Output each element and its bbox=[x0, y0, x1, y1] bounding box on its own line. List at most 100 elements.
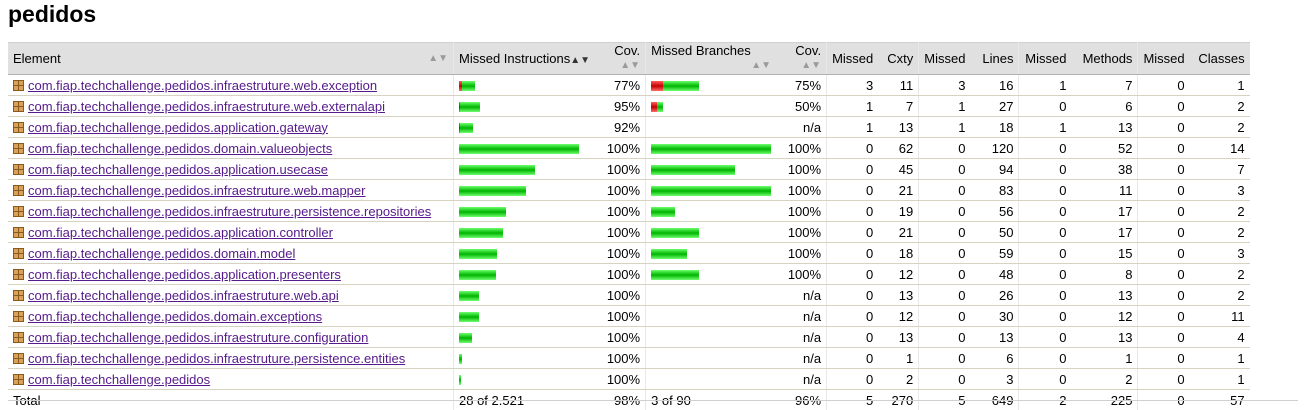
classes-cell: 1 bbox=[1189, 347, 1250, 369]
package-link[interactable]: com.fiap.techchallenge.pedidos.applicati… bbox=[28, 119, 328, 135]
coverage-table: Element ▲▼ Missed Instructions▲▼ Cov. ▲▼… bbox=[8, 42, 1250, 410]
classes-cell: 2 bbox=[1189, 200, 1250, 222]
methods-cell: 17 bbox=[1071, 221, 1139, 243]
table-row: com.fiap.techchallenge.pedidos.domain.mo… bbox=[8, 242, 1250, 264]
cxty-cell: 21 bbox=[878, 221, 920, 243]
table-row: com.fiap.techchallenge.pedidos.infraestr… bbox=[8, 74, 1250, 96]
methods-cell: 13 bbox=[1071, 116, 1139, 138]
cxty-cell: 13 bbox=[878, 284, 920, 306]
instructions-coverage-bar bbox=[459, 312, 479, 323]
missed-methods-cell: 0 bbox=[1018, 326, 1072, 348]
package-link[interactable]: com.fiap.techchallenge.pedidos.infraestr… bbox=[28, 182, 366, 198]
classes-cell: 2 bbox=[1189, 116, 1250, 138]
element-cell: com.fiap.techchallenge.pedidos.applicati… bbox=[8, 116, 454, 138]
header-cxty[interactable]: Cxty bbox=[878, 42, 920, 75]
cxty-cell: 1 bbox=[878, 347, 920, 369]
missed-cxty-cell: 0 bbox=[826, 305, 879, 327]
header-missed-instructions[interactable]: Missed Instructions▲▼ bbox=[453, 42, 596, 75]
missed-cxty-cell: 0 bbox=[826, 221, 879, 243]
element-cell: com.fiap.techchallenge.pedidos.domain.va… bbox=[8, 137, 454, 159]
header-cov-branches[interactable]: Cov. ▲▼ bbox=[776, 42, 828, 75]
package-icon bbox=[13, 226, 24, 238]
instructions-coverage-bar bbox=[459, 333, 472, 344]
header-missed-branches[interactable]: Missed Branches ▲▼ bbox=[645, 42, 777, 75]
header-missed-lines[interactable]: Missed bbox=[918, 42, 971, 75]
missed-methods-cell: 0 bbox=[1018, 179, 1072, 201]
package-link[interactable]: com.fiap.techchallenge.pedidos.domain.mo… bbox=[28, 245, 296, 261]
package-link[interactable]: com.fiap.techchallenge.pedidos.applicati… bbox=[28, 266, 341, 282]
instructions-bar-cell bbox=[453, 179, 596, 201]
package-icon bbox=[13, 184, 24, 196]
package-link[interactable]: com.fiap.techchallenge.pedidos.infraestr… bbox=[28, 203, 432, 219]
classes-cell: 2 bbox=[1189, 263, 1250, 285]
cov-instructions-cell: 95% bbox=[595, 95, 647, 117]
lines-cell: 83 bbox=[970, 179, 1020, 201]
cov-instructions-cell: 77% bbox=[595, 74, 647, 96]
branches-coverage-bar bbox=[651, 186, 772, 197]
table-row: com.fiap.techchallenge.pedidos.applicati… bbox=[8, 263, 1250, 285]
branches-bar-cell bbox=[645, 326, 777, 348]
package-link[interactable]: com.fiap.techchallenge.pedidos.applicati… bbox=[28, 161, 328, 177]
package-link[interactable]: com.fiap.techchallenge.pedidos.domain.ex… bbox=[28, 308, 323, 324]
missed-cxty-cell: 1 bbox=[826, 95, 879, 117]
lines-cell: 18 bbox=[970, 116, 1020, 138]
missed-bar-segment bbox=[459, 81, 462, 92]
package-icon bbox=[13, 163, 24, 175]
methods-cell: 13 bbox=[1071, 284, 1139, 306]
instructions-bar-cell bbox=[453, 347, 596, 369]
covered-bar-segment bbox=[459, 207, 506, 218]
package-link[interactable]: com.fiap.techchallenge.pedidos bbox=[28, 371, 211, 387]
missed-cxty-cell: 0 bbox=[826, 284, 879, 306]
covered-bar-segment bbox=[459, 354, 462, 365]
header-classes[interactable]: Classes bbox=[1189, 42, 1250, 75]
header-missed-classes[interactable]: Missed bbox=[1137, 42, 1190, 75]
header-missed-cxty[interactable]: Missed bbox=[826, 42, 879, 75]
package-link[interactable]: com.fiap.techchallenge.pedidos.infraestr… bbox=[28, 77, 378, 93]
branches-coverage-bar bbox=[651, 228, 700, 239]
cov-instructions-cell: 100% bbox=[595, 284, 647, 306]
header-element[interactable]: Element ▲▼ bbox=[8, 42, 454, 75]
covered-bar-segment bbox=[651, 144, 772, 155]
instructions-bar-cell bbox=[453, 158, 596, 180]
header-cov-instructions[interactable]: Cov. ▲▼ bbox=[595, 42, 647, 75]
header-methods[interactable]: Methods bbox=[1071, 42, 1139, 75]
header-lines[interactable]: Lines bbox=[970, 42, 1020, 75]
missed-lines-cell: 0 bbox=[918, 200, 971, 222]
lines-cell: 27 bbox=[970, 95, 1020, 117]
table-row: com.fiap.techchallenge.pedidos.applicati… bbox=[8, 158, 1250, 180]
instructions-bar-cell bbox=[453, 137, 596, 159]
missed-bar-segment bbox=[459, 123, 460, 134]
package-link[interactable]: com.fiap.techchallenge.pedidos.infraestr… bbox=[28, 350, 406, 366]
methods-cell: 38 bbox=[1071, 158, 1139, 180]
missed-cxty-cell: 0 bbox=[826, 158, 879, 180]
package-link[interactable]: com.fiap.techchallenge.pedidos.domain.va… bbox=[28, 140, 333, 156]
package-icon bbox=[13, 352, 24, 364]
covered-bar-segment bbox=[460, 123, 473, 134]
missed-methods-cell: 0 bbox=[1018, 347, 1072, 369]
package-icon bbox=[13, 247, 24, 259]
sort-arrows-icon: ▲▼ bbox=[801, 60, 822, 71]
missed-cxty-cell: 0 bbox=[826, 242, 879, 264]
package-link[interactable]: com.fiap.techchallenge.pedidos.infraestr… bbox=[28, 329, 369, 345]
methods-cell: 6 bbox=[1071, 95, 1139, 117]
methods-cell: 8 bbox=[1071, 263, 1139, 285]
missed-methods-cell: 0 bbox=[1018, 221, 1072, 243]
classes-cell: 1 bbox=[1189, 74, 1250, 96]
branches-bar-cell bbox=[645, 368, 777, 390]
missed-classes-cell: 0 bbox=[1137, 221, 1190, 243]
missed-classes-cell: 0 bbox=[1137, 263, 1190, 285]
package-link[interactable]: com.fiap.techchallenge.pedidos.infraestr… bbox=[28, 98, 385, 114]
header-missed-methods[interactable]: Missed bbox=[1018, 42, 1072, 75]
branches-bar-cell bbox=[645, 221, 777, 243]
cov-instructions-cell: 100% bbox=[595, 179, 647, 201]
cov-instructions-cell: 100% bbox=[595, 347, 647, 369]
instructions-coverage-bar bbox=[459, 291, 479, 302]
covered-bar-segment bbox=[657, 102, 664, 113]
package-link[interactable]: com.fiap.techchallenge.pedidos.infraestr… bbox=[28, 287, 339, 303]
branches-coverage-bar bbox=[651, 270, 700, 281]
branches-bar-cell bbox=[645, 116, 777, 138]
sort-desc-icon: ▲▼ bbox=[570, 55, 591, 66]
lines-cell: 13 bbox=[970, 326, 1020, 348]
missed-cxty-cell: 0 bbox=[826, 137, 879, 159]
package-link[interactable]: com.fiap.techchallenge.pedidos.applicati… bbox=[28, 224, 333, 240]
